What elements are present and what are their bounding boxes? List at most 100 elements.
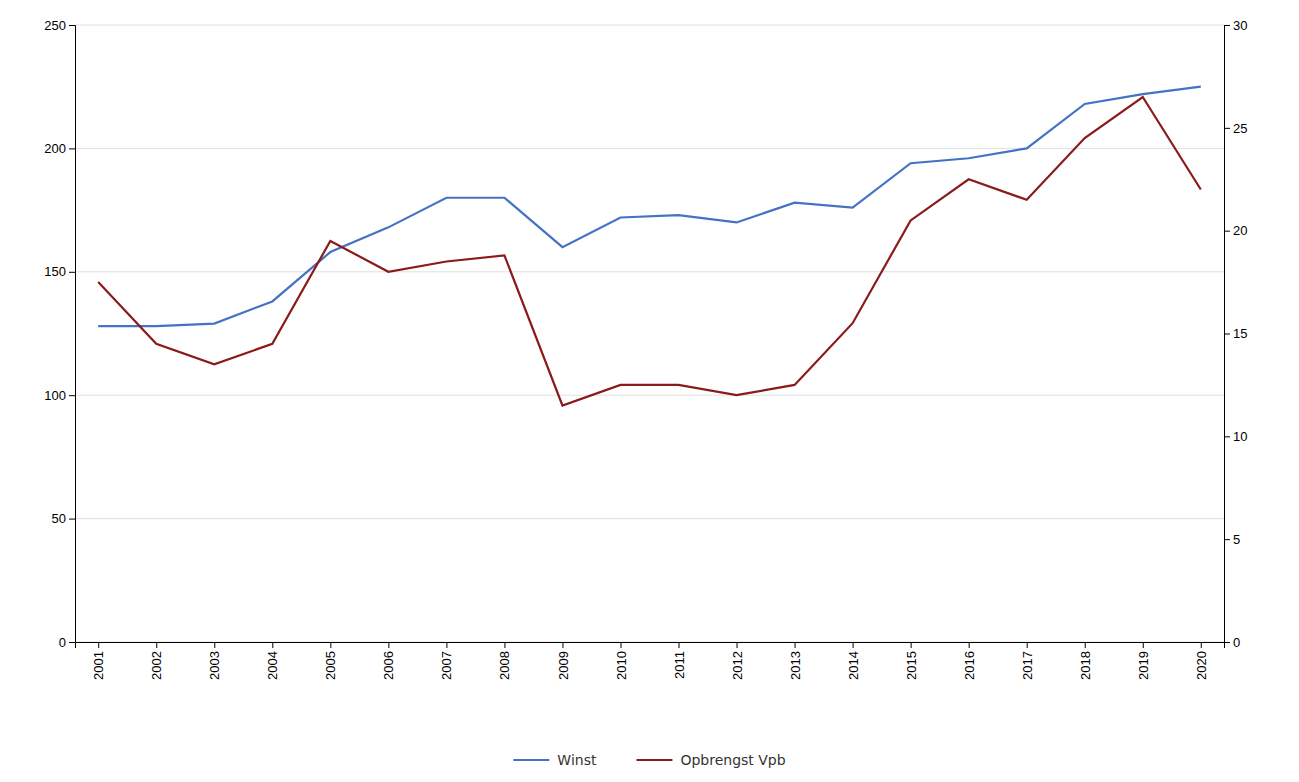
tick-label: 0 (1233, 635, 1240, 650)
axis-line (76, 643, 1225, 649)
tick-label: 2010 (614, 651, 629, 680)
tick-label: 2017 (1020, 651, 1035, 680)
tick-label: 2018 (1078, 651, 1093, 680)
tick-label: 2004 (265, 651, 280, 680)
tick-mark (446, 642, 447, 648)
tick: 2010 (614, 642, 629, 680)
tick-mark (969, 642, 970, 648)
x-axis: 2001 2002 2003 2004 2005 2006 2007 2008 2009 2010… (76, 642, 1225, 680)
tick-mark (98, 642, 99, 648)
grid-line (75, 271, 1224, 272)
tick-label: 30 (1233, 18, 1247, 33)
y-axis: 0 50 100 150 200 250 (44, 18, 75, 650)
tick-mark (69, 395, 75, 396)
tick-mark (214, 642, 215, 648)
tick-label: 25 (1233, 120, 1247, 135)
series-line (98, 87, 1201, 326)
tick: 2001 (91, 642, 106, 680)
tick-label: 15 (1233, 326, 1247, 341)
tick: 2017 (1020, 642, 1035, 680)
tick-label: 2014 (846, 651, 861, 680)
tick-mark (737, 642, 738, 648)
legend-item: Winst (513, 752, 597, 768)
tick-mark (1027, 642, 1028, 648)
tick: 0 (1224, 635, 1240, 650)
tick: 30 (1224, 18, 1247, 33)
tick-label: 2016 (962, 651, 977, 680)
tick: 5 (1224, 532, 1240, 547)
tick-label: 0 (59, 635, 66, 650)
tick-mark (679, 642, 680, 648)
tick: 2015 (904, 642, 919, 680)
tick-label: 2001 (91, 651, 106, 680)
plot: 2001200220032004200520062007200820092010… (44, 18, 1247, 680)
tick-label: 20 (1233, 223, 1247, 238)
tick-label: 2012 (730, 651, 745, 680)
tick-mark (1224, 539, 1230, 540)
tick: 50 (52, 511, 75, 526)
tick-mark (1143, 642, 1144, 648)
tick-mark (69, 272, 75, 273)
lines (98, 87, 1201, 406)
grid-line (75, 25, 1224, 26)
tick-mark (1224, 25, 1230, 26)
tick: 150 (44, 264, 75, 279)
tick-label: 2002 (149, 651, 164, 680)
tick-mark (272, 642, 273, 648)
tick-label: 2005 (323, 651, 338, 680)
chart: 2001200220032004200520062007200820092010… (0, 0, 1299, 782)
grid-line (75, 395, 1224, 396)
tick-label: 2011 (672, 651, 687, 679)
legend-swatch (513, 759, 549, 761)
legend: Winst Opbrengst Vpb (513, 752, 785, 768)
tick: 2009 (556, 642, 571, 680)
tick-mark (504, 642, 505, 648)
tick: 15 (1224, 326, 1247, 341)
tick: 2012 (730, 642, 745, 680)
tick-label: 5 (1233, 532, 1240, 547)
tick-mark (330, 642, 331, 648)
tick-mark (1085, 642, 1086, 648)
tick-label: 100 (44, 388, 66, 403)
tick-mark (69, 25, 75, 26)
tick-label: 150 (44, 264, 66, 279)
tick: 2013 (788, 642, 803, 680)
tick: 100 (44, 388, 75, 403)
tick: 2014 (846, 642, 861, 680)
tick-mark (1224, 334, 1230, 335)
tick: 2005 (323, 642, 338, 680)
tick: 25 (1224, 120, 1247, 135)
tick-mark (69, 642, 75, 643)
tick-mark (911, 642, 912, 648)
tick-label: 250 (44, 18, 66, 33)
tick-label: 2009 (556, 651, 571, 680)
axis-line (1225, 26, 1231, 643)
legend-item: Opbrengst Vpb (636, 752, 785, 768)
tick-mark (562, 642, 563, 648)
tick-mark (69, 519, 75, 520)
tick-mark (620, 642, 621, 648)
tick: 20 (1224, 223, 1247, 238)
tick-mark (156, 642, 157, 648)
grid-line (75, 518, 1224, 519)
tick-label: 50 (52, 511, 66, 526)
tick: 2004 (265, 642, 280, 680)
tick-mark (795, 642, 796, 648)
tick-mark (853, 642, 854, 648)
tick: 2007 (439, 642, 454, 680)
tick: 2016 (962, 642, 977, 680)
tick: 2020 (1194, 642, 1209, 680)
grid (75, 25, 1224, 642)
tick: 10 (1224, 429, 1247, 444)
tick: 0 (59, 635, 75, 650)
tick: 2011 (672, 642, 687, 679)
tick-label: 10 (1233, 429, 1247, 444)
tick: 2003 (207, 642, 222, 680)
series-line (98, 97, 1201, 406)
tick: 2006 (381, 642, 396, 680)
tick-label: 200 (44, 141, 66, 156)
tick: 2018 (1078, 642, 1093, 680)
tick-mark (1224, 128, 1230, 129)
tick: 2008 (497, 642, 512, 680)
tick-mark (388, 642, 389, 648)
